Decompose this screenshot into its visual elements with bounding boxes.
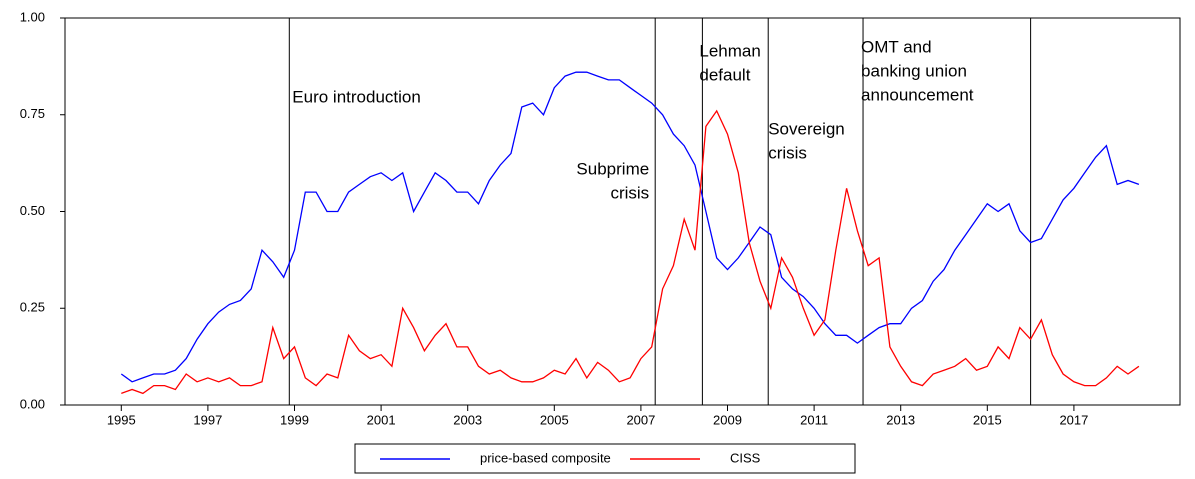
legend-label: price-based composite (480, 450, 611, 465)
x-tick-label: 1999 (280, 412, 309, 427)
event-label: Sovereign (768, 119, 845, 138)
event-label: crisis (768, 143, 807, 162)
event-label: crisis (610, 183, 649, 202)
x-tick-label: 2007 (626, 412, 655, 427)
x-tick-label: 1995 (107, 412, 136, 427)
x-tick-label: 2001 (367, 412, 396, 427)
y-tick-label: 0.25 (20, 300, 45, 315)
x-tick-label: 2011 (800, 412, 828, 427)
series-line (120, 71, 1140, 383)
event-label: Lehman (699, 41, 760, 60)
event-label: Subprime (576, 159, 649, 178)
y-tick-label: 0.75 (20, 106, 45, 121)
x-tick-label: 2013 (886, 412, 915, 427)
event-label: OMT and (861, 37, 932, 56)
x-tick-label: 2005 (540, 412, 569, 427)
x-tick-label: 2015 (973, 412, 1002, 427)
x-tick-label: 2003 (453, 412, 482, 427)
event-label: default (699, 65, 750, 84)
event-label: announcement (861, 85, 974, 104)
event-label: Euro introduction (292, 87, 421, 106)
x-tick-label: 1997 (193, 412, 222, 427)
y-tick-label: 0.50 (20, 203, 45, 218)
legend-label: CISS (730, 450, 761, 465)
y-tick-label: 1.00 (20, 9, 45, 24)
x-tick-label: 2017 (1059, 412, 1088, 427)
y-tick-label: 0.00 (20, 396, 45, 411)
x-tick-label: 2009 (713, 412, 742, 427)
event-label: banking union (861, 61, 967, 80)
series-line (121, 109, 1140, 395)
